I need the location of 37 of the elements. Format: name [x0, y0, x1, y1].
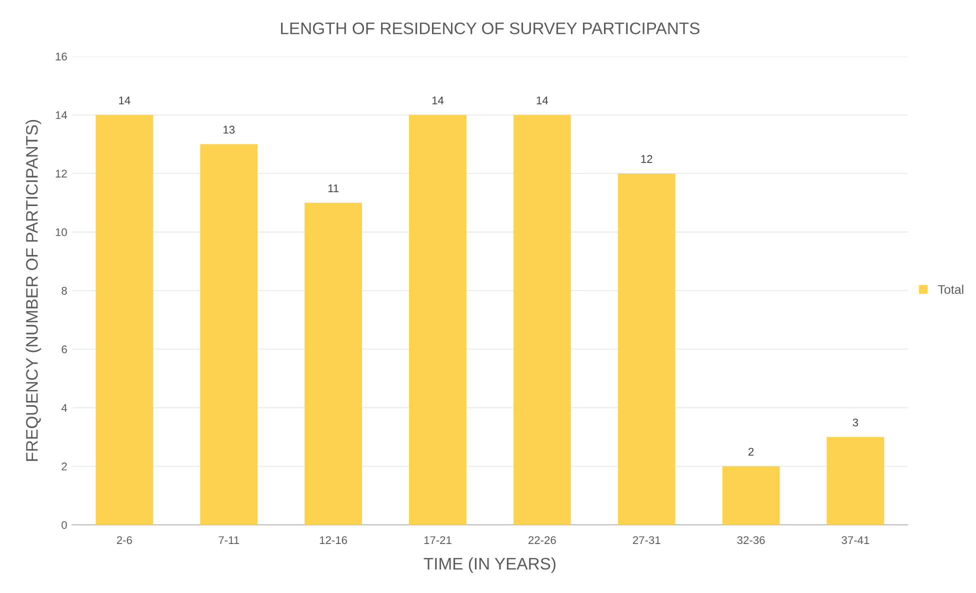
bar — [200, 144, 258, 525]
x-tick-label: 32-36 — [737, 536, 765, 544]
bar — [96, 114, 154, 525]
data-label: 14 — [432, 96, 444, 104]
y-axis-title: FREQUENCY (NUMBER OF PARTICIPANTS) — [26, 120, 42, 461]
bar — [618, 173, 676, 525]
bar — [826, 436, 884, 525]
chart-title: LENGTH OF RESIDENCY OF SURVEY PARTICIPANTS — [281, 22, 700, 34]
bar — [409, 114, 466, 525]
y-tick-label: 8 — [62, 286, 67, 295]
x-tick-label: 27-31 — [632, 536, 660, 544]
x-axis-title: TIME (IN YEARS) — [424, 557, 556, 573]
data-label: 2 — [748, 448, 754, 456]
x-tick-label: 12-16 — [320, 536, 348, 544]
x-tick-label: 37-41 — [842, 536, 870, 544]
y-tick-label: 14 — [56, 111, 68, 119]
y-tick-label: 16 — [56, 52, 67, 60]
bar — [304, 202, 362, 525]
data-label: 11 — [328, 184, 339, 192]
y-tick-label: 12 — [56, 170, 67, 178]
legend-label: Total — [938, 284, 964, 294]
y-tick-label: 0 — [62, 521, 67, 529]
bar — [722, 466, 780, 525]
data-label: 12 — [641, 155, 652, 163]
x-tick-label: 17-21 — [424, 536, 452, 544]
bar — [513, 114, 571, 525]
data-label: 14 — [119, 96, 130, 104]
y-tick-label: 2 — [62, 462, 67, 470]
data-label: 13 — [224, 126, 235, 134]
y-tick-label: 6 — [62, 345, 67, 354]
x-tick-label: 2-6 — [116, 536, 132, 544]
x-tick-label: 7-11 — [218, 536, 240, 544]
data-label: 14 — [536, 96, 548, 104]
x-tick-label: 22-26 — [528, 536, 556, 544]
y-tick-label: 4 — [61, 404, 68, 412]
y-tick-label: 10 — [56, 228, 67, 236]
data-label: 3 — [852, 418, 858, 426]
